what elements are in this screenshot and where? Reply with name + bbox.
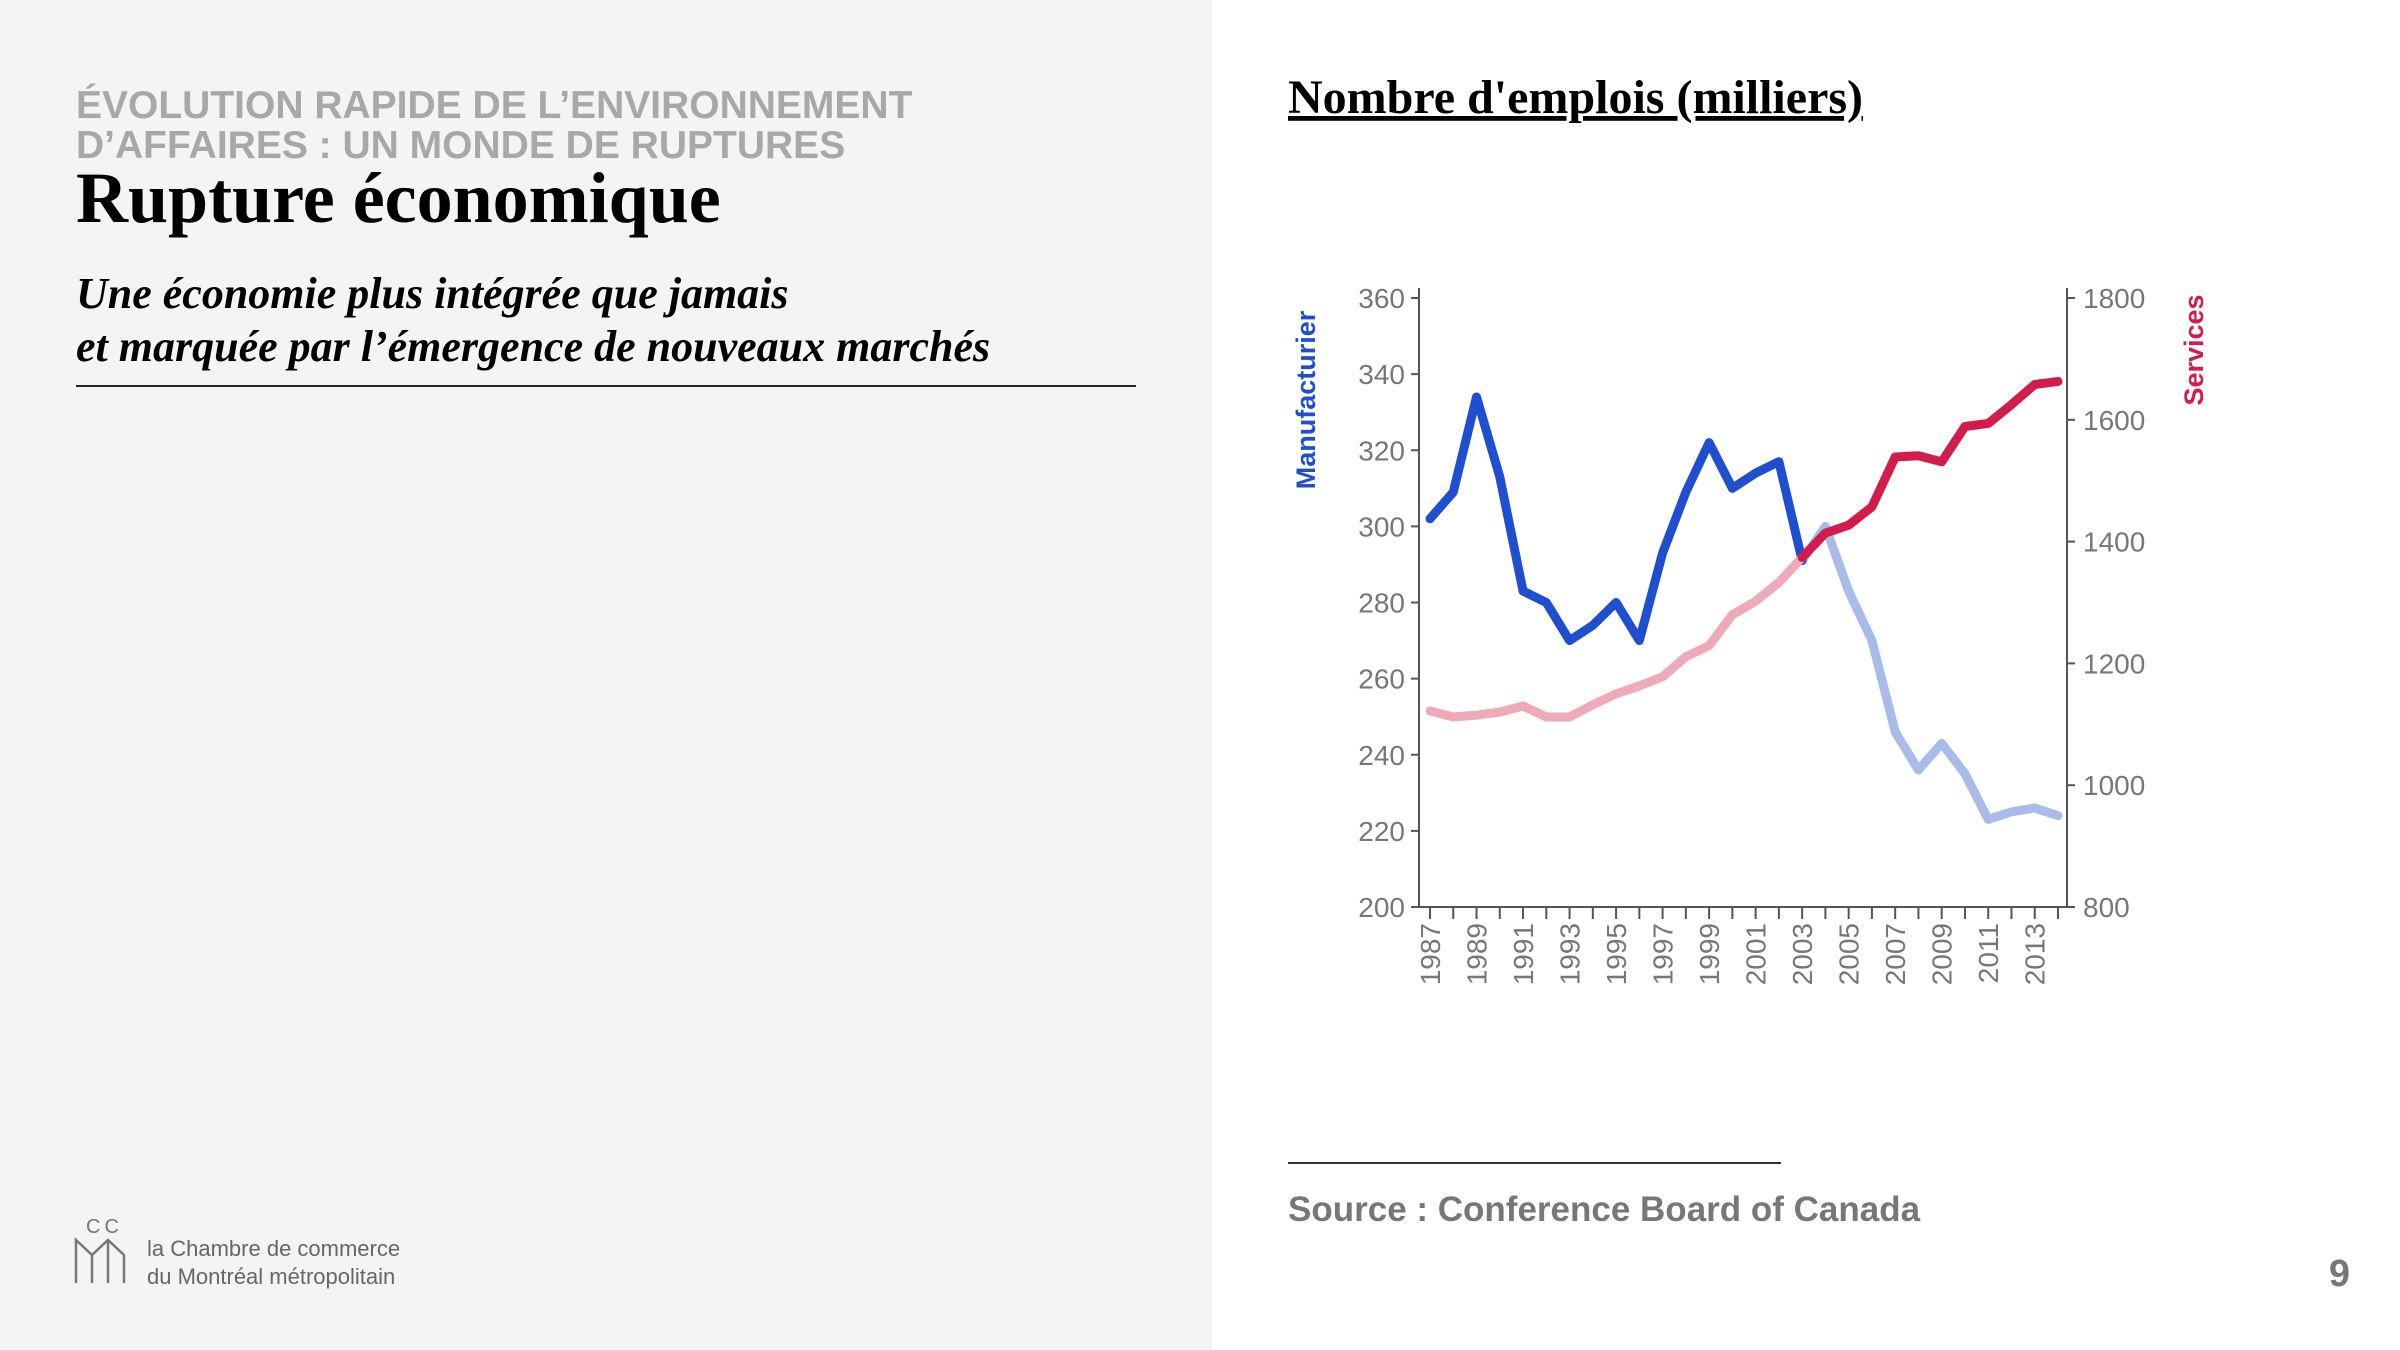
x-tick-label: 2005 (1834, 923, 1865, 985)
x-tick-label: 1995 (1601, 923, 1632, 985)
kicker: D’AFFAIRES : UN MONDE DE RUPTURES (76, 124, 845, 167)
y-tick-label: 360 (1358, 283, 1405, 314)
logo-mark: CC (86, 1216, 123, 1238)
chart-title: Nombre d'emplois (milliers) (1288, 71, 1863, 124)
x-tick-label: 2011 (1973, 923, 2004, 983)
y2-tick-label: 800 (2083, 892, 2130, 923)
y2-tick-label: 1400 (2083, 527, 2145, 558)
y-tick-label: 260 (1358, 664, 1405, 695)
y-axis-label: Manufacturier (1291, 310, 1321, 489)
x-tick-label: 1987 (1415, 923, 1446, 985)
subtitle: Une économie plus intégrée que jamais (76, 269, 789, 318)
x-tick-label: 1991 (1508, 923, 1539, 985)
y2-tick-label: 1200 (2083, 648, 2145, 679)
x-tick-label: 2007 (1880, 923, 1911, 985)
y-tick-label: 320 (1358, 435, 1405, 466)
x-tick-label: 2003 (1787, 923, 1818, 985)
y2-tick-label: 1600 (2083, 405, 2145, 436)
series-line (1797, 376, 2063, 562)
logo-text: du Montréal métropolitain (147, 1264, 395, 1289)
x-tick-label: 2001 (1741, 923, 1772, 985)
kicker: ÉVOLUTION RAPIDE DE L’ENVIRONNEMENT (76, 83, 913, 127)
series-line (1425, 552, 1807, 722)
logo-icon (74, 1237, 126, 1283)
x-tick-label: 1993 (1555, 923, 1586, 985)
logo-text: la Chambre de commerce (147, 1236, 400, 1261)
y-tick-label: 200 (1358, 892, 1405, 923)
x-tick-label: 2013 (2020, 923, 2051, 985)
x-tick-label: 1989 (1462, 923, 1493, 985)
y-tick-label: 300 (1358, 511, 1405, 542)
y2-tick-label: 1000 (2083, 770, 2145, 801)
x-tick-label: 1999 (1694, 923, 1725, 985)
y-tick-label: 280 (1358, 588, 1405, 619)
y-tick-label: 220 (1358, 816, 1405, 847)
subtitle: et marquée par l’émergence de nouveaux m… (76, 322, 990, 371)
source: Source : Conference Board of Canada (1288, 1190, 1921, 1229)
slide-title: Rupture économique (76, 158, 721, 238)
y2-axis-label: Services (2179, 294, 2209, 405)
left-panel (0, 0, 1212, 1350)
x-tick-label: 1997 (1648, 923, 1679, 985)
series-line (1797, 521, 2063, 824)
y2-tick-label: 1800 (2083, 283, 2145, 314)
series-line (1425, 392, 1807, 646)
y-tick-label: 240 (1358, 740, 1405, 771)
right-panel (1212, 0, 2400, 1350)
y-tick-label: 340 (1358, 359, 1405, 390)
x-tick-label: 2009 (1927, 923, 1958, 985)
page-number: 9 (2329, 1253, 2350, 1295)
